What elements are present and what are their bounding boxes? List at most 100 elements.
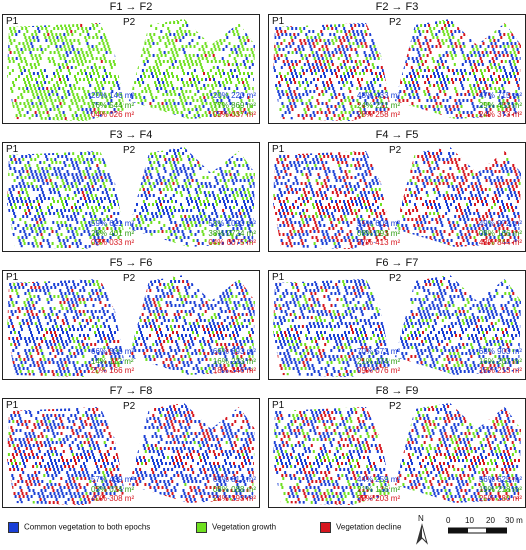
stats-p1-line: 70% 573 m² [357,347,400,357]
stats-p1-line: 21% 174 m² [357,357,400,367]
stats-p1-line: 28% 401 m² [91,229,134,239]
stats-p1-line: 37% 413 m² [357,238,400,248]
stats-p1-line: 57% 439 m² [91,475,134,485]
legend-growth-label: Vegetation growth [212,523,276,532]
scale-tick-30: 30 m [505,516,523,525]
legend-decline-label: Vegetation decline [336,523,401,532]
panel-title: F6 → F7 [268,257,526,269]
plot-p1 [273,23,391,121]
stats-p1-line: 03% 024 m² [91,485,134,495]
panel-title: F1 → F2 [2,1,260,13]
stats-p1-line: 76% 544 m² [91,101,134,111]
stats-p2-line: 24% 293 m² [213,494,256,504]
plot-p1 [273,151,391,249]
label-p1: P1 [6,144,18,155]
scale-tick-20: 20 [486,516,495,525]
stats-p1-line: 40% 308 m² [91,494,134,504]
stats-p1-line: 44% 259 m² [357,475,400,485]
change-panel: P1 P2 66% 536 m² 14% 112 m² 20% 166 m² 66% 89… [2,270,260,380]
stats-p2-line: 16% 223 m² [213,357,256,367]
plot-p1 [7,23,125,121]
label-p2: P2 [389,145,401,156]
panel-title: F7 → F8 [2,385,260,397]
stats-p2-line: 08% 166 m² [479,229,522,239]
panel-title: F4 → F5 [268,129,526,141]
stats-p1-line: 20% 146 m² [91,91,134,101]
stats-p1-line: 09% 076 m² [357,366,400,376]
stats-p2-line: 38% 0724 m² [208,229,256,239]
stats-p2-line: 24% 373 m² [479,110,522,120]
stats-p1-line: 28% 258 m² [357,110,400,120]
stats-p2-line: 19% 218 m² [479,485,522,495]
plot-p1 [273,279,391,377]
stats-p1-line: 08% 093 m² [357,229,400,239]
legend-common-swatch [8,522,19,533]
legend: Common vegetation to both epochs Vegetat… [0,514,526,550]
plot-p1 [7,407,125,505]
panel-title: F8 → F9 [268,385,526,397]
stats-p1-line: 24% 221 m² [357,101,400,111]
stats-p2-line: 04% 0075 m² [208,238,256,248]
panel-title: F3 → F4 [2,129,260,141]
stats-p2-line: 68% 817 m² [213,475,256,485]
label-p2: P2 [389,401,401,412]
plot-p2 [395,147,521,247]
label-p1: P1 [272,144,284,155]
label-p2: P2 [123,145,135,156]
stats-p1-line: 55% 609 m² [357,219,400,229]
plot-p2 [129,275,255,375]
stats-p1-line: 20% 166 m² [91,366,134,376]
label-p2: P2 [123,17,135,28]
change-panel: P1 P2 48% 433 m² 24% 221 m² 28% 258 m² 47% 71… [268,14,526,124]
label-p1: P1 [272,272,284,283]
plot-p1 [7,151,125,249]
stats-p1-line: 03% 033 m² [91,238,134,248]
change-panel: P1 P2 55% 609 m² 08% 093 m² 37% 413 m² 49% 97… [268,142,526,252]
stats-p2-line: 25% 280 m² [479,494,522,504]
stats-p1-line: 59% 621 m² [91,219,134,229]
legend-common: Common vegetation to both epochs [8,522,150,533]
legend-growth: Vegetation growth [196,522,276,533]
label-p2: P2 [389,17,401,28]
stats-p2-line: 68% 903 m² [479,347,522,357]
panel-title: F2 → F3 [268,1,526,13]
scale-bar [448,527,507,534]
plot-p2 [395,19,521,119]
stats-p2-line: 43% 844 m² [479,238,522,248]
panel-title: F5 → F6 [2,257,260,269]
plot-p1 [273,407,391,505]
stats-p1-line: 48% 433 m² [357,91,400,101]
legend-decline-swatch [320,522,331,533]
panel-grid: F1 → F2 P1 P2 20% 146 m² 76% 544 m² 04% 026 m… [2,1,526,508]
label-p1: P1 [272,400,284,411]
stats-p2-line: 08% 088 m² [213,485,256,495]
stats-p2-line: 77% 869 m² [213,101,256,111]
stats-p2-line: 49% 972 m² [479,219,522,229]
label-p1: P1 [6,16,18,27]
stats-p1-line: 04% 026 m² [91,110,134,120]
stats-p2-line: 58% 1093 m² [208,219,256,229]
legend-common-label: Common vegetation to both epochs [24,523,150,532]
stats-p2-line: 66% 893 m² [213,347,256,357]
change-panel: P1 P2 57% 439 m² 03% 024 m² 40% 308 m² 68% 81… [2,398,260,508]
stats-p2-line: 16% 213 m² [479,366,522,376]
stats-p2-line: 20% 220 m² [213,91,256,101]
label-p1: P1 [6,272,18,283]
plot-p1 [7,279,125,377]
plot-p2 [129,19,255,119]
label-p1: P1 [272,16,284,27]
stats-p1-line: 35% 203 m² [357,494,400,504]
north-label: N [418,514,424,523]
scale-tick-0: 0 [446,516,450,525]
stats-p2-line: 56% 625 m² [479,475,522,485]
label-p2: P2 [389,273,401,284]
change-panel: P1 P2 20% 146 m² 76% 544 m² 04% 026 m² 20% 22… [2,14,260,124]
plot-p2 [129,403,255,503]
stats-p1-line: 14% 112 m² [91,357,134,367]
legend-growth-swatch [196,522,207,533]
stats-p1-line: 66% 536 m² [91,347,134,357]
stats-p2-line: 03% 037 m² [213,110,256,120]
change-panel: P1 P2 59% 621 m² 28% 401 m² 03% 033 m² 58% 10… [2,142,260,252]
label-p1: P1 [6,400,18,411]
label-p2: P2 [123,273,135,284]
